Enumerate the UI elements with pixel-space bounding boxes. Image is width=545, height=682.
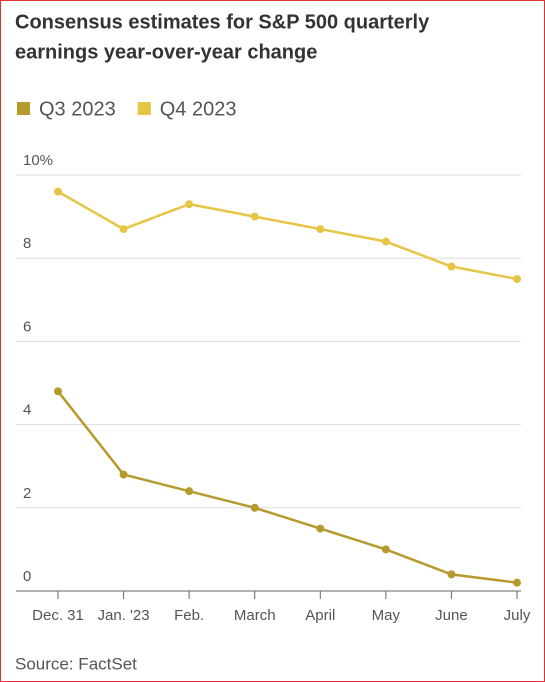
data-point [54,387,62,396]
x-tick-label: March [234,607,276,624]
y-tick-label: 6 [23,318,31,335]
data-point [250,503,259,512]
y-tick-label: 2 [23,485,31,502]
data-point [513,578,521,587]
data-point [119,225,128,234]
x-tick-label: Dec. 31 [32,607,84,624]
chart-title: Consensus estimates for S&P 500 quarterl… [15,11,430,33]
y-tick-label: 8 [23,235,31,252]
data-point [185,487,194,496]
data-point [316,225,325,234]
data-point [316,524,325,533]
data-point [447,262,456,271]
chart-title: earnings year-over-year change [15,41,317,63]
data-point [250,212,259,221]
y-tick-label: 4 [23,402,31,419]
x-tick-label: April [305,607,335,624]
x-tick-label: May [372,607,401,624]
y-tick-label: 0 [23,568,31,585]
legend-swatch [17,102,30,115]
data-point [119,470,128,479]
data-point [447,570,456,579]
x-tick-label: July [504,607,531,624]
legend-label: Q4 2023 [160,98,237,120]
data-point [54,187,62,196]
series-line [57,190,518,281]
x-tick-label: Jan. '23 [98,607,150,624]
x-tick-label: Feb. [174,607,204,624]
data-point [185,200,194,209]
legend-label: Q3 2023 [39,98,116,120]
data-point [513,275,521,283]
data-point [381,545,390,554]
x-tick-label: June [435,607,468,624]
series-line [57,390,518,584]
data-point [381,237,390,246]
source-note: Source: FactSet [15,654,137,673]
y-tick-label: 10% [23,152,53,169]
legend-swatch [137,102,151,115]
